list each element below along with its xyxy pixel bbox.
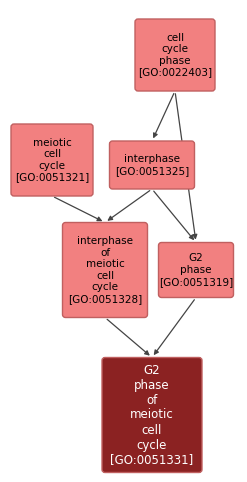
FancyBboxPatch shape [109, 141, 194, 189]
FancyBboxPatch shape [159, 242, 233, 297]
FancyBboxPatch shape [135, 19, 215, 91]
FancyBboxPatch shape [62, 223, 147, 318]
Text: G2
phase
of
meiotic
cell
cycle
[GO:0051331]: G2 phase of meiotic cell cycle [GO:00513… [110, 363, 194, 467]
Text: meiotic
cell
cycle
[GO:0051321]: meiotic cell cycle [GO:0051321] [15, 137, 89, 182]
Text: interphase
of
meiotic
cell
cycle
[GO:0051328]: interphase of meiotic cell cycle [GO:005… [68, 236, 142, 304]
Text: interphase
[GO:0051325]: interphase [GO:0051325] [115, 154, 189, 176]
Text: G2
phase
[GO:0051319]: G2 phase [GO:0051319] [159, 254, 233, 287]
FancyBboxPatch shape [102, 358, 202, 472]
Text: cell
cycle
phase
[GO:0022403]: cell cycle phase [GO:0022403] [138, 33, 212, 78]
FancyBboxPatch shape [11, 124, 93, 196]
